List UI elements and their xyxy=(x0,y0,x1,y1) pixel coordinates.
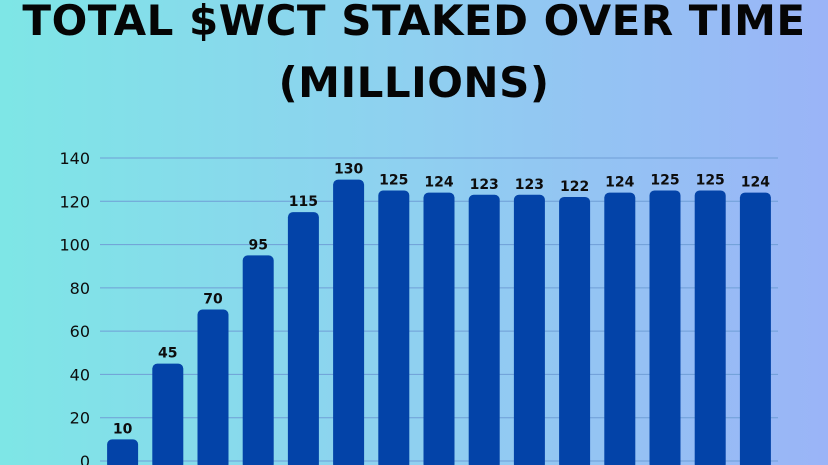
y-axis-ticks: 0 20 40 60 80 100 120 140 xyxy=(59,149,90,465)
bar xyxy=(287,212,319,465)
data-label: 95 xyxy=(248,237,267,253)
data-label: 122 xyxy=(560,179,589,195)
data-label: 124 xyxy=(424,175,453,191)
chart-title: TOTAL $WCT STAKED OVER TIME (MILLIONS) xyxy=(0,0,828,111)
y-tick-label: 60 xyxy=(70,322,90,341)
data-labels: 10 45 70 95 115 130 125 124 123 123 122 124 125 125 12… xyxy=(113,162,770,438)
bar xyxy=(468,194,500,465)
y-tick-label: 40 xyxy=(70,365,90,384)
bar xyxy=(378,190,410,465)
data-label: 124 xyxy=(741,175,770,191)
bar xyxy=(423,192,455,465)
data-label: 123 xyxy=(470,177,499,193)
bar xyxy=(152,363,184,465)
bar xyxy=(513,194,545,465)
y-tick-label: 100 xyxy=(59,236,90,255)
data-label: 124 xyxy=(605,175,634,191)
bar xyxy=(197,309,229,465)
bar xyxy=(604,192,636,465)
bar xyxy=(694,190,726,465)
y-tick-label: 140 xyxy=(59,149,90,168)
bar xyxy=(649,190,681,465)
y-tick-label: 0 xyxy=(80,452,90,465)
chart-title-line1: TOTAL $WCT STAKED OVER TIME xyxy=(22,0,806,45)
bar xyxy=(559,196,591,465)
data-label: 130 xyxy=(334,162,363,178)
data-label: 125 xyxy=(650,172,679,188)
bar xyxy=(739,192,771,465)
data-label: 70 xyxy=(203,292,223,308)
bar xyxy=(333,179,365,465)
bars xyxy=(107,179,771,465)
chart-title-line2: (MILLIONS) xyxy=(278,58,550,107)
data-label: 125 xyxy=(696,172,725,188)
y-tick-label: 120 xyxy=(59,192,90,211)
y-tick-label: 80 xyxy=(70,279,90,298)
data-label: 125 xyxy=(379,172,408,188)
y-tick-label: 20 xyxy=(70,409,90,428)
data-label: 45 xyxy=(158,346,177,362)
bar xyxy=(107,439,139,465)
bar xyxy=(242,255,274,465)
data-label: 123 xyxy=(515,177,544,193)
data-label: 115 xyxy=(289,194,318,210)
data-label: 10 xyxy=(113,421,133,437)
